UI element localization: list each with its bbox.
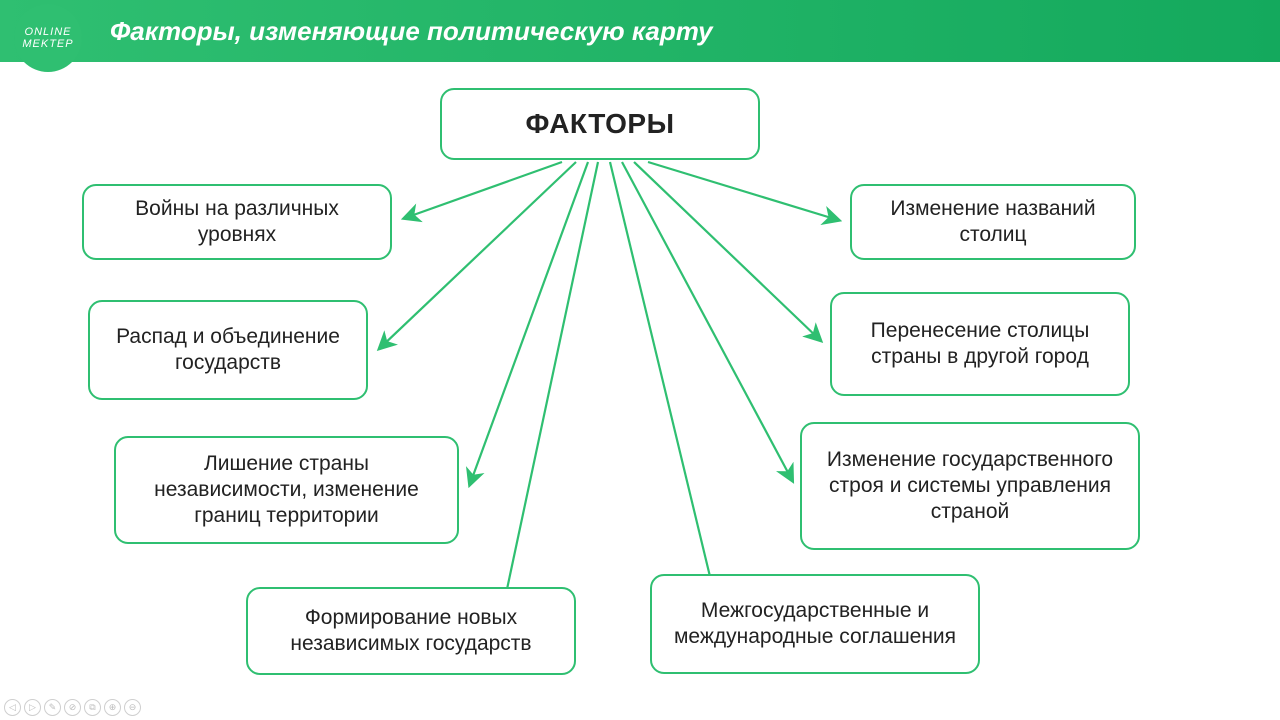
child-node-new-states: Формирование новых независимых государст… — [246, 587, 576, 675]
child-node-label: Межгосударственные и международные согла… — [666, 598, 964, 651]
logo-text-bottom: MEKTEP — [22, 38, 73, 50]
child-node-label: Распад и объединение государств — [104, 324, 352, 377]
root-node-label: ФАКТОРЫ — [526, 108, 675, 140]
diagram-edge — [470, 162, 588, 484]
child-node-cap-move: Перенесение столицы страны в другой горо… — [830, 292, 1130, 396]
slide-header: ONLINE MEKTEP Факторы, изменяющие полити… — [0, 0, 1280, 62]
child-node-intl-agree: Межгосударственные и международные согла… — [650, 574, 980, 674]
diagram-edge — [500, 162, 598, 622]
viewer-control-4[interactable]: ⧉ — [84, 699, 101, 716]
child-node-gov-change: Изменение государственного строя и систе… — [800, 422, 1140, 550]
viewer-control-6[interactable]: ⊖ — [124, 699, 141, 716]
child-node-breakup: Распад и объединение государств — [88, 300, 368, 400]
diagram-edge — [622, 162, 792, 480]
viewer-controls: ◁▷✎⊘⧉⊕⊖ — [4, 699, 141, 716]
diagram-edge — [648, 162, 838, 220]
child-node-wars: Войны на различных уровнях — [82, 184, 392, 260]
child-node-indep-loss: Лишение страны независимости, изменение … — [114, 436, 459, 544]
viewer-control-2[interactable]: ✎ — [44, 699, 61, 716]
slide-title: Факторы, изменяющие политическую карту — [110, 16, 713, 47]
diagram-edge — [405, 162, 562, 218]
logo-text-top: ONLINE — [25, 26, 72, 38]
viewer-control-5[interactable]: ⊕ — [104, 699, 121, 716]
viewer-control-3[interactable]: ⊘ — [64, 699, 81, 716]
diagram-edge — [380, 162, 576, 348]
child-node-label: Формирование новых независимых государст… — [262, 605, 560, 658]
child-node-label: Лишение страны независимости, изменение … — [130, 451, 443, 530]
diagram-edge — [610, 162, 720, 618]
viewer-control-0[interactable]: ◁ — [4, 699, 21, 716]
diagram-edge — [634, 162, 820, 340]
child-node-label: Войны на различных уровнях — [98, 196, 376, 249]
viewer-control-1[interactable]: ▷ — [24, 699, 41, 716]
child-node-label: Перенесение столицы страны в другой горо… — [846, 318, 1114, 371]
child-node-label: Изменение названий столиц — [866, 196, 1120, 249]
root-node-factors: ФАКТОРЫ — [440, 88, 760, 160]
diagram-canvas: ФАКТОРЫ Войны на различных уровнях Распад… — [0, 62, 1280, 720]
child-node-label: Изменение государственного строя и систе… — [816, 447, 1124, 526]
child-node-cap-rename: Изменение названий столиц — [850, 184, 1136, 260]
